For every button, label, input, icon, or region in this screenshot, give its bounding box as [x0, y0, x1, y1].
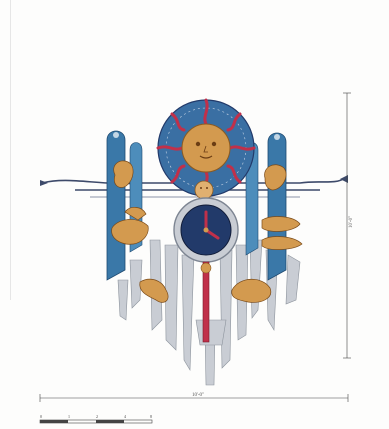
left-blue-pillar	[106, 130, 143, 281]
left-rod-tip	[40, 180, 48, 186]
zodiac-figures	[111, 160, 303, 303]
scale-tick-4: 4	[124, 414, 126, 419]
sun-medallion	[156, 98, 256, 198]
moon-face	[194, 180, 214, 200]
width-dimension-label: 10'-0"	[192, 393, 204, 398]
scale-bar	[39, 419, 153, 424]
scale-tick-8: 8	[150, 414, 152, 419]
height-dimension	[343, 92, 351, 359]
scale-tick-0: 0	[40, 414, 42, 419]
right-rod-tip	[340, 175, 348, 183]
width-dimension	[39, 394, 349, 402]
scale-tick-2: 2	[96, 414, 98, 419]
height-dimension-label: 10'-0"	[349, 216, 354, 228]
pendulum	[200, 261, 212, 343]
scale-tick-1: 1	[68, 414, 70, 419]
clock-face	[173, 197, 239, 263]
sheet-edge-line	[10, 0, 11, 300]
